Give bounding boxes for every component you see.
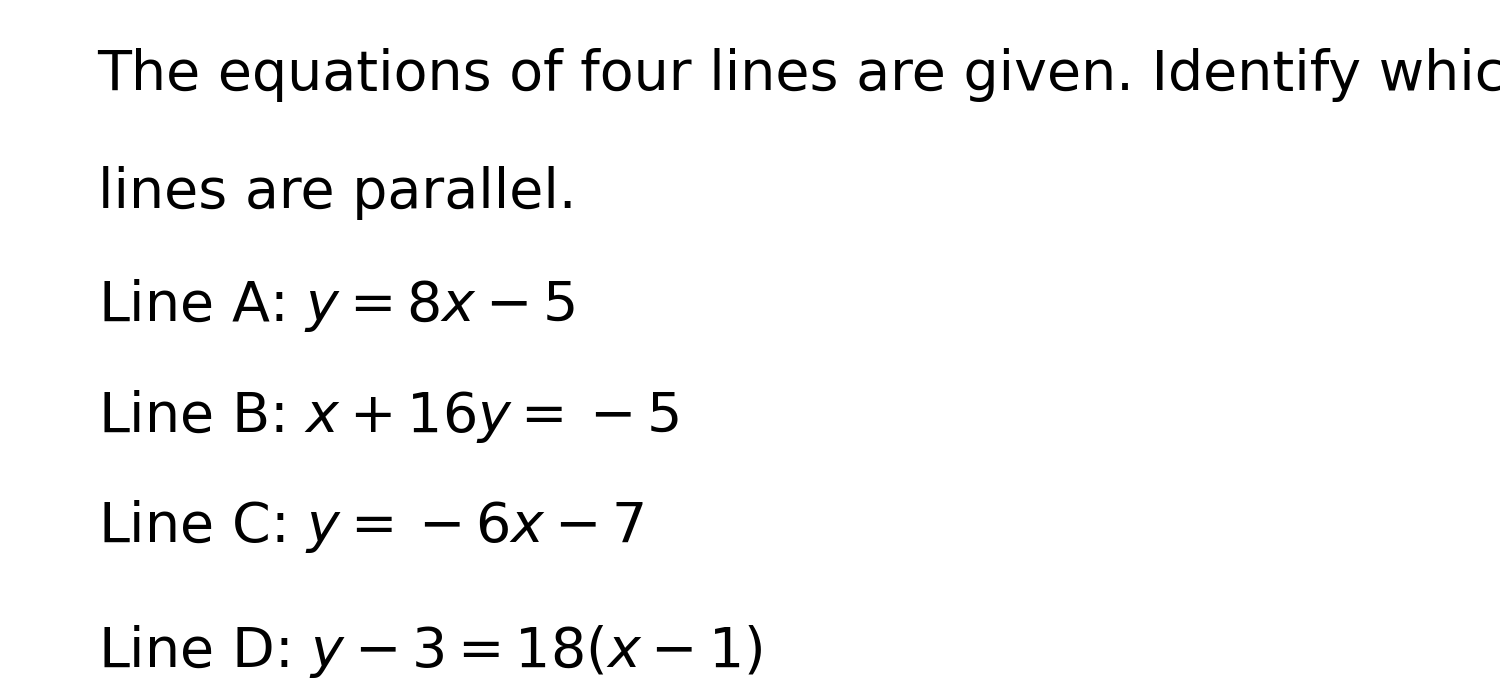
Text: Line A: $y = 8x - 5$: Line A: $y = 8x - 5$ xyxy=(98,277,574,334)
Text: Line B: $x + 16y = -5$: Line B: $x + 16y = -5$ xyxy=(98,388,678,444)
Text: lines are parallel.: lines are parallel. xyxy=(98,166,576,220)
Text: Line D: $y - 3 = 18(x - 1)$: Line D: $y - 3 = 18(x - 1)$ xyxy=(98,623,762,680)
Text: The equations of four lines are given. Identify which: The equations of four lines are given. I… xyxy=(98,48,1500,102)
Text: Line C: $y = -6x - 7$: Line C: $y = -6x - 7$ xyxy=(98,498,644,555)
